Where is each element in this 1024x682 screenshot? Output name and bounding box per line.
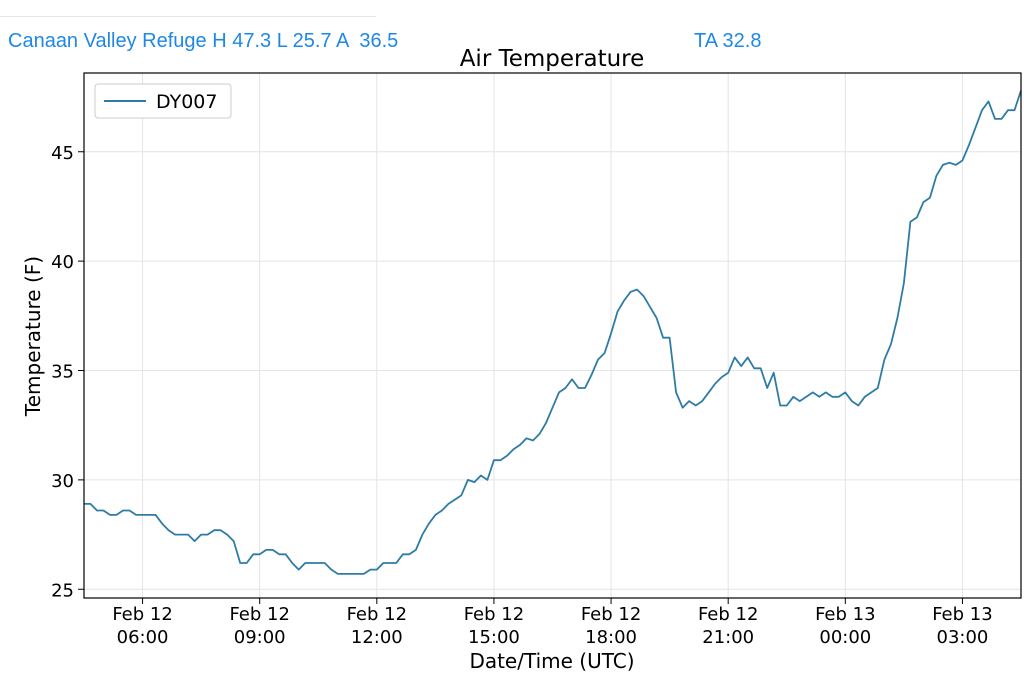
- x-tick-label-time: 21:00: [702, 627, 754, 648]
- y-tick-label: 30: [51, 471, 74, 492]
- ta-summary: TA 32.8: [694, 30, 762, 52]
- x-tick-label-date: Feb 13: [815, 604, 876, 625]
- y-tick-label: 25: [51, 580, 74, 601]
- x-tick-label-date: Feb 13: [932, 604, 993, 625]
- y-tick-label: 40: [51, 252, 74, 273]
- y-axis-label: Temperature (F): [21, 256, 45, 417]
- station-summary: Canaan Valley Refuge H 47.3 L 25.7 A 36.…: [8, 30, 399, 52]
- x-tick-label-date: Feb 12: [347, 604, 408, 625]
- top-divider: [0, 16, 376, 17]
- series-line: [84, 90, 1022, 575]
- plot-frame: [83, 72, 1022, 599]
- x-tick-label-date: Feb 12: [229, 604, 290, 625]
- x-tick-label-time: 09:00: [234, 627, 286, 648]
- x-tick-label-time: 00:00: [819, 627, 871, 648]
- x-tick-label-date: Feb 12: [581, 604, 642, 625]
- y-axis: 25 30 35 40 45: [51, 143, 84, 601]
- legend-box: [94, 83, 232, 119]
- x-axis-label: Date/Time (UTC): [469, 649, 634, 673]
- x-tick-label-date: Feb 12: [464, 604, 525, 625]
- grid: [84, 73, 1021, 598]
- x-tick-label-time: 18:00: [585, 627, 637, 648]
- x-tick-label-date: Feb 12: [698, 604, 759, 625]
- x-tick-label-time: 06:00: [117, 627, 169, 648]
- x-tick-label-date: Feb 12: [112, 604, 173, 625]
- x-tick-label-time: 15:00: [468, 627, 520, 648]
- legend: DY007: [94, 83, 232, 119]
- x-tick-label-time: 03:00: [937, 627, 989, 648]
- y-tick-label: 35: [51, 362, 74, 383]
- y-tick-label: 45: [51, 143, 74, 164]
- chart-title: Air Temperature: [460, 46, 645, 72]
- x-tick-label-time: 12:00: [351, 627, 403, 648]
- legend-entry: DY007: [156, 91, 217, 113]
